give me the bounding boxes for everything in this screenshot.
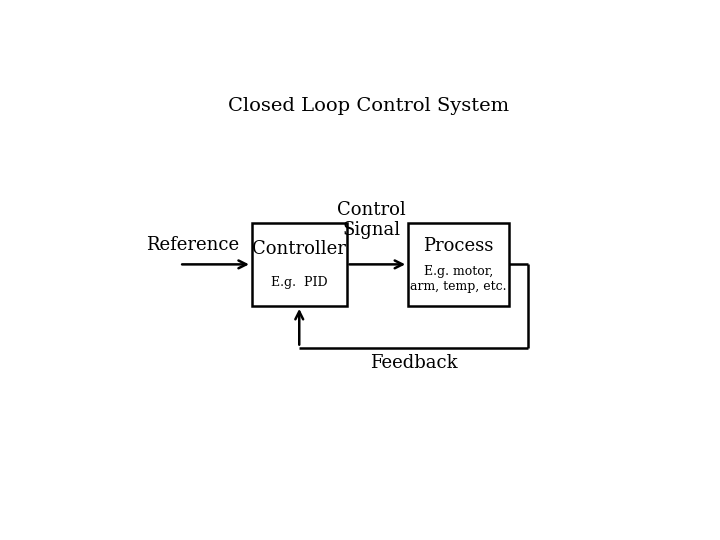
Text: Reference: Reference xyxy=(145,236,239,254)
Text: E.g. motor,
arm, temp, etc.: E.g. motor, arm, temp, etc. xyxy=(410,265,507,293)
Text: E.g.  PID: E.g. PID xyxy=(271,276,328,289)
Text: Closed Loop Control System: Closed Loop Control System xyxy=(228,97,510,116)
Text: Controller: Controller xyxy=(252,240,346,259)
Text: Process: Process xyxy=(423,237,493,255)
Text: Feedback: Feedback xyxy=(370,354,457,372)
Bar xyxy=(408,223,508,306)
Text: Control
Signal: Control Signal xyxy=(338,201,406,239)
Bar xyxy=(252,223,346,306)
